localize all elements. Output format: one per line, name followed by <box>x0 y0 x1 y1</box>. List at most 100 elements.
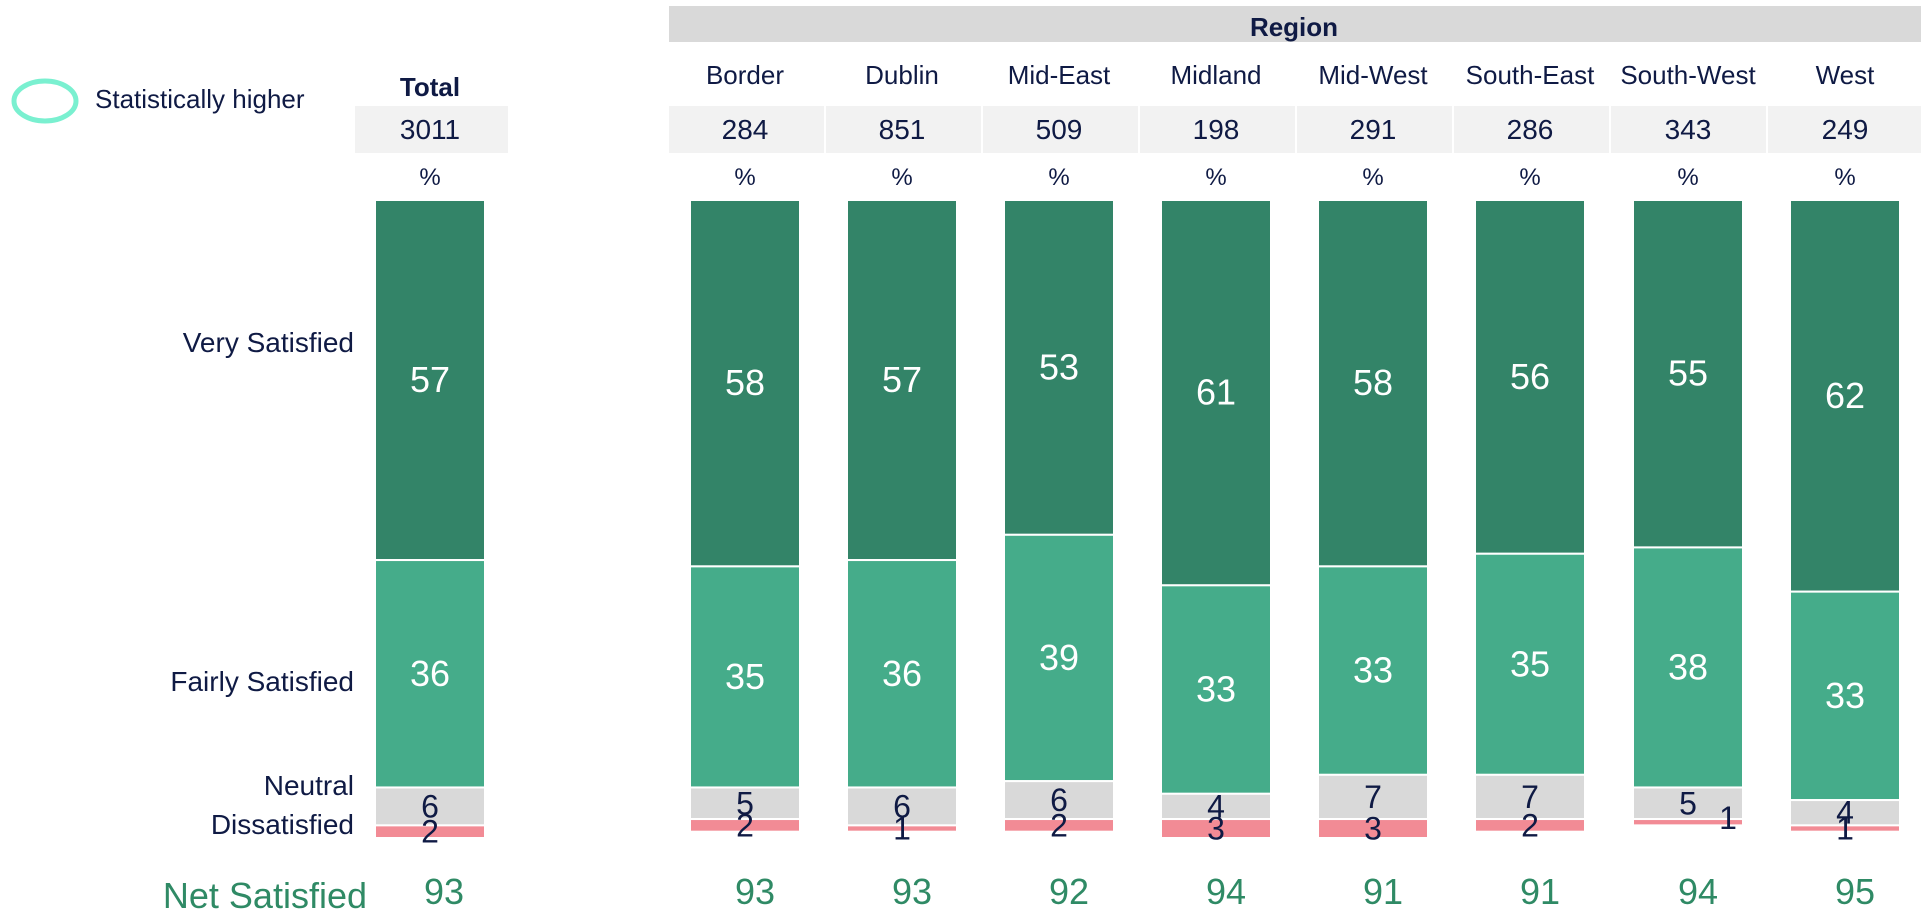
bar-segment-very-satisfied <box>1632 199 1744 549</box>
base-box <box>826 106 981 153</box>
bar-segment-very-satisfied <box>1317 199 1429 568</box>
category-label: Mid-West <box>1318 60 1428 90</box>
data-label-very-satisfied: 61 <box>1196 372 1236 413</box>
base-value: 198 <box>1193 114 1240 145</box>
column-south-west: South-West 343% 55 38 5 194 <box>1611 60 1766 912</box>
data-label-fairly-satisfied: 33 <box>1353 650 1393 691</box>
category-label: West <box>1816 60 1876 90</box>
bar-segment-neutral <box>1003 780 1115 821</box>
bar-segment-neutral <box>689 786 801 821</box>
data-label-very-satisfied: 55 <box>1668 353 1708 394</box>
data-label-dissatisfied: 3 <box>1207 811 1225 847</box>
base-value: 509 <box>1036 114 1083 145</box>
category-label: Border <box>706 60 784 90</box>
bar-segment-neutral <box>1474 773 1586 821</box>
data-label-fairly-satisfied: 33 <box>1196 669 1236 710</box>
bar-segment-dissatisfied <box>1317 818 1429 839</box>
bar-segment-dissatisfied <box>374 824 486 839</box>
data-label-neutral: 6 <box>1050 782 1068 818</box>
data-label-dissatisfied: 2 <box>1050 807 1068 843</box>
unit-label: % <box>734 164 755 191</box>
unit-label: % <box>419 164 440 191</box>
net-satisfied-value: 95 <box>1835 871 1875 912</box>
data-label-fairly-satisfied: 33 <box>1825 675 1865 716</box>
category-label: South-West <box>1620 60 1756 90</box>
column-border: Border 284% 58 35 52 93 <box>669 60 824 912</box>
data-label-very-satisfied: 57 <box>410 359 450 400</box>
column-mid-east: Mid-East 509% 53 39 62 92 <box>983 60 1138 912</box>
bar-segment-neutral <box>1317 773 1429 821</box>
net-satisfied-value: 92 <box>1049 871 1089 912</box>
data-label-neutral: 7 <box>1364 779 1382 815</box>
data-label-dissatisfied: 1 <box>1836 811 1854 847</box>
bar-segment-dissatisfied <box>1632 818 1744 827</box>
bar-segment-neutral <box>374 786 486 827</box>
unit-label: % <box>1677 164 1698 191</box>
net-satisfied-value: 91 <box>1363 871 1403 912</box>
region-header-title: Region <box>1250 12 1338 42</box>
unit-label: % <box>1362 164 1383 191</box>
net-satisfied-value: 91 <box>1520 871 1560 912</box>
data-label-very-satisfied: 57 <box>882 359 922 400</box>
data-label-fairly-satisfied: 35 <box>725 656 765 697</box>
bar-segment-fairly-satisfied <box>846 559 958 789</box>
column-dublin: Dublin 851% 57 36 61 93 <box>826 60 981 912</box>
bar-segment-fairly-satisfied <box>1632 546 1744 789</box>
bar-segment-dissatisfied <box>1789 824 1901 833</box>
bar-segment-dissatisfied <box>846 824 958 833</box>
data-label-neutral: 6 <box>421 788 439 824</box>
category-label: Mid-East <box>1008 60 1111 90</box>
base-box <box>1768 106 1921 153</box>
base-value: 343 <box>1665 114 1712 145</box>
data-label-dissatisfied: 1 <box>1719 800 1737 836</box>
data-label-fairly-satisfied: 36 <box>882 653 922 694</box>
bar-segment-fairly-satisfied <box>1160 584 1272 795</box>
base-box <box>1611 106 1766 153</box>
data-label-neutral: 4 <box>1207 788 1225 824</box>
data-label-neutral: 6 <box>893 788 911 824</box>
base-value: 286 <box>1507 114 1554 145</box>
base-box <box>1297 106 1452 153</box>
bar-segment-very-satisfied <box>1474 199 1586 555</box>
bar-segment-dissatisfied <box>1160 818 1272 839</box>
base-value: 851 <box>879 114 926 145</box>
column-west: West 249% 62 33 41 95 <box>1768 60 1921 912</box>
base-value: 284 <box>722 114 769 145</box>
base-value: 249 <box>1822 114 1869 145</box>
bar-segment-fairly-satisfied <box>1474 552 1586 776</box>
net-satisfied-value: 93 <box>892 871 932 912</box>
row-label-dissatisfied: Dissatisfied <box>211 809 354 840</box>
bar-segment-dissatisfied <box>689 818 801 833</box>
net-satisfied-value: 93 <box>735 871 775 912</box>
data-label-dissatisfied: 2 <box>736 807 754 843</box>
column-mid-west: Mid-West 291% 58 33 73 91 <box>1297 60 1452 912</box>
data-label-dissatisfied: 3 <box>1364 811 1382 847</box>
column-midland: Midland 198% 61 33 43 94 <box>1140 60 1295 912</box>
data-label-fairly-satisfied: 39 <box>1039 637 1079 678</box>
category-label: South-East <box>1466 60 1595 90</box>
base-box <box>1454 106 1609 153</box>
bar-segment-very-satisfied <box>1003 199 1115 536</box>
data-label-fairly-satisfied: 35 <box>1510 643 1550 684</box>
data-label-very-satisfied: 58 <box>1353 362 1393 403</box>
category-label: Midland <box>1170 60 1261 90</box>
base-value: 3011 <box>400 114 460 145</box>
base-box <box>1140 106 1295 153</box>
bar-segment-very-satisfied <box>846 199 958 562</box>
data-label-dissatisfied: 2 <box>1521 807 1539 843</box>
data-label-fairly-satisfied: 38 <box>1668 646 1708 687</box>
net-satisfied-value: 94 <box>1678 871 1718 912</box>
column-south-east: South-East 286% 56 35 72 91 <box>1454 60 1609 912</box>
row-label-fairly-satisfied: Fairly Satisfied <box>170 666 354 697</box>
unit-label: % <box>1205 164 1226 191</box>
data-label-fairly-satisfied: 36 <box>410 653 450 694</box>
base-value: 291 <box>1350 114 1397 145</box>
data-label-very-satisfied: 56 <box>1510 356 1550 397</box>
base-box <box>355 106 508 153</box>
bar-segment-dissatisfied <box>1474 818 1586 833</box>
data-label-neutral: 5 <box>1679 785 1697 821</box>
bar-segment-neutral <box>1160 792 1272 821</box>
unit-label: % <box>891 164 912 191</box>
data-label-dissatisfied: 1 <box>893 811 911 847</box>
row-labels: Very Satisfied Fairly Satisfied Neutral Dis… <box>170 327 354 840</box>
